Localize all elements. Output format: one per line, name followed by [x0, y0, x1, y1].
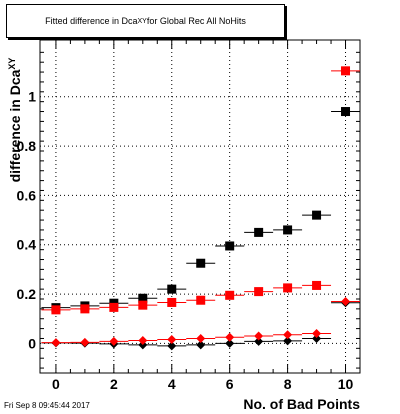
series-1-point-6	[225, 290, 235, 300]
chart-title-suffix: for Global Rec All NoHits	[146, 16, 246, 26]
series-2-point-5	[196, 340, 206, 350]
series-0-point-7	[254, 227, 264, 237]
series-1-point-8	[283, 283, 293, 293]
chart-title-subscript: XY	[137, 17, 147, 25]
series-2-point-4	[167, 341, 177, 351]
x-axis-label: No. of Bad Points	[243, 396, 360, 412]
x-tick-label-2: 4	[168, 376, 176, 392]
series-1-point-5	[196, 295, 206, 305]
series-2-point-9	[312, 333, 322, 343]
series-2-point-8	[283, 336, 293, 346]
y-tick-label-0: 0	[28, 335, 36, 351]
series-3-point-1	[80, 337, 90, 347]
series-3-point-9	[312, 329, 322, 339]
series-1-point-2	[109, 302, 119, 312]
x-tick-label-4: 8	[284, 376, 292, 392]
y-tick-label-1: 0.2	[17, 286, 37, 302]
series-3-point-6	[225, 332, 235, 342]
series-1-point-7	[254, 287, 264, 297]
series-3-point-3	[138, 335, 148, 345]
series-3-point-2	[109, 336, 119, 346]
series-3-point-8	[283, 330, 293, 340]
series-0-point-4	[167, 284, 177, 294]
x-tick-label-0: 0	[52, 376, 60, 392]
series-2-point-6	[225, 338, 235, 348]
series-2-point-7	[254, 336, 264, 346]
series-1-point-10	[341, 66, 351, 76]
y-tick-label-2: 0.4	[17, 237, 37, 253]
timestamp: Fri Sep 8 09:45:44 2017	[4, 401, 90, 410]
series-1-point-0	[51, 305, 61, 315]
series-3-point-10	[341, 296, 351, 306]
x-tick-label-1: 2	[110, 376, 118, 392]
series-3-point-5	[196, 333, 206, 343]
series-0-point-3	[138, 293, 148, 303]
y-axis-label-subscript: XY	[7, 57, 17, 70]
series-0-point-6	[225, 241, 235, 251]
series-1-point-1	[80, 304, 90, 314]
series-0-point-9	[312, 210, 322, 220]
y-axis-label-text: difference in Dca	[7, 69, 23, 183]
y-tick-label-4: 0.8	[17, 138, 37, 154]
plot-frame	[39, 39, 361, 374]
series-3-point-7	[254, 331, 264, 341]
series-0-point-8	[283, 225, 293, 235]
series-0-point-10	[341, 107, 351, 117]
series-1-point-9	[312, 280, 322, 290]
series-0-point-5	[196, 258, 206, 268]
series-3-point-4	[167, 334, 177, 344]
series-3-point-0	[51, 338, 61, 348]
series-1-point-4	[167, 297, 177, 307]
x-tick-label-5: 10	[338, 376, 354, 392]
chart-title-prefix: Fitted difference in Dca	[45, 16, 138, 26]
y-tick-label-3: 0.6	[17, 187, 37, 203]
chart-title: Fitted difference in Dca XY for Global Re…	[6, 4, 285, 38]
x-tick-label-3: 6	[226, 376, 234, 392]
y-tick-label-5: 1	[28, 89, 36, 105]
series-1-point-3	[138, 300, 148, 310]
